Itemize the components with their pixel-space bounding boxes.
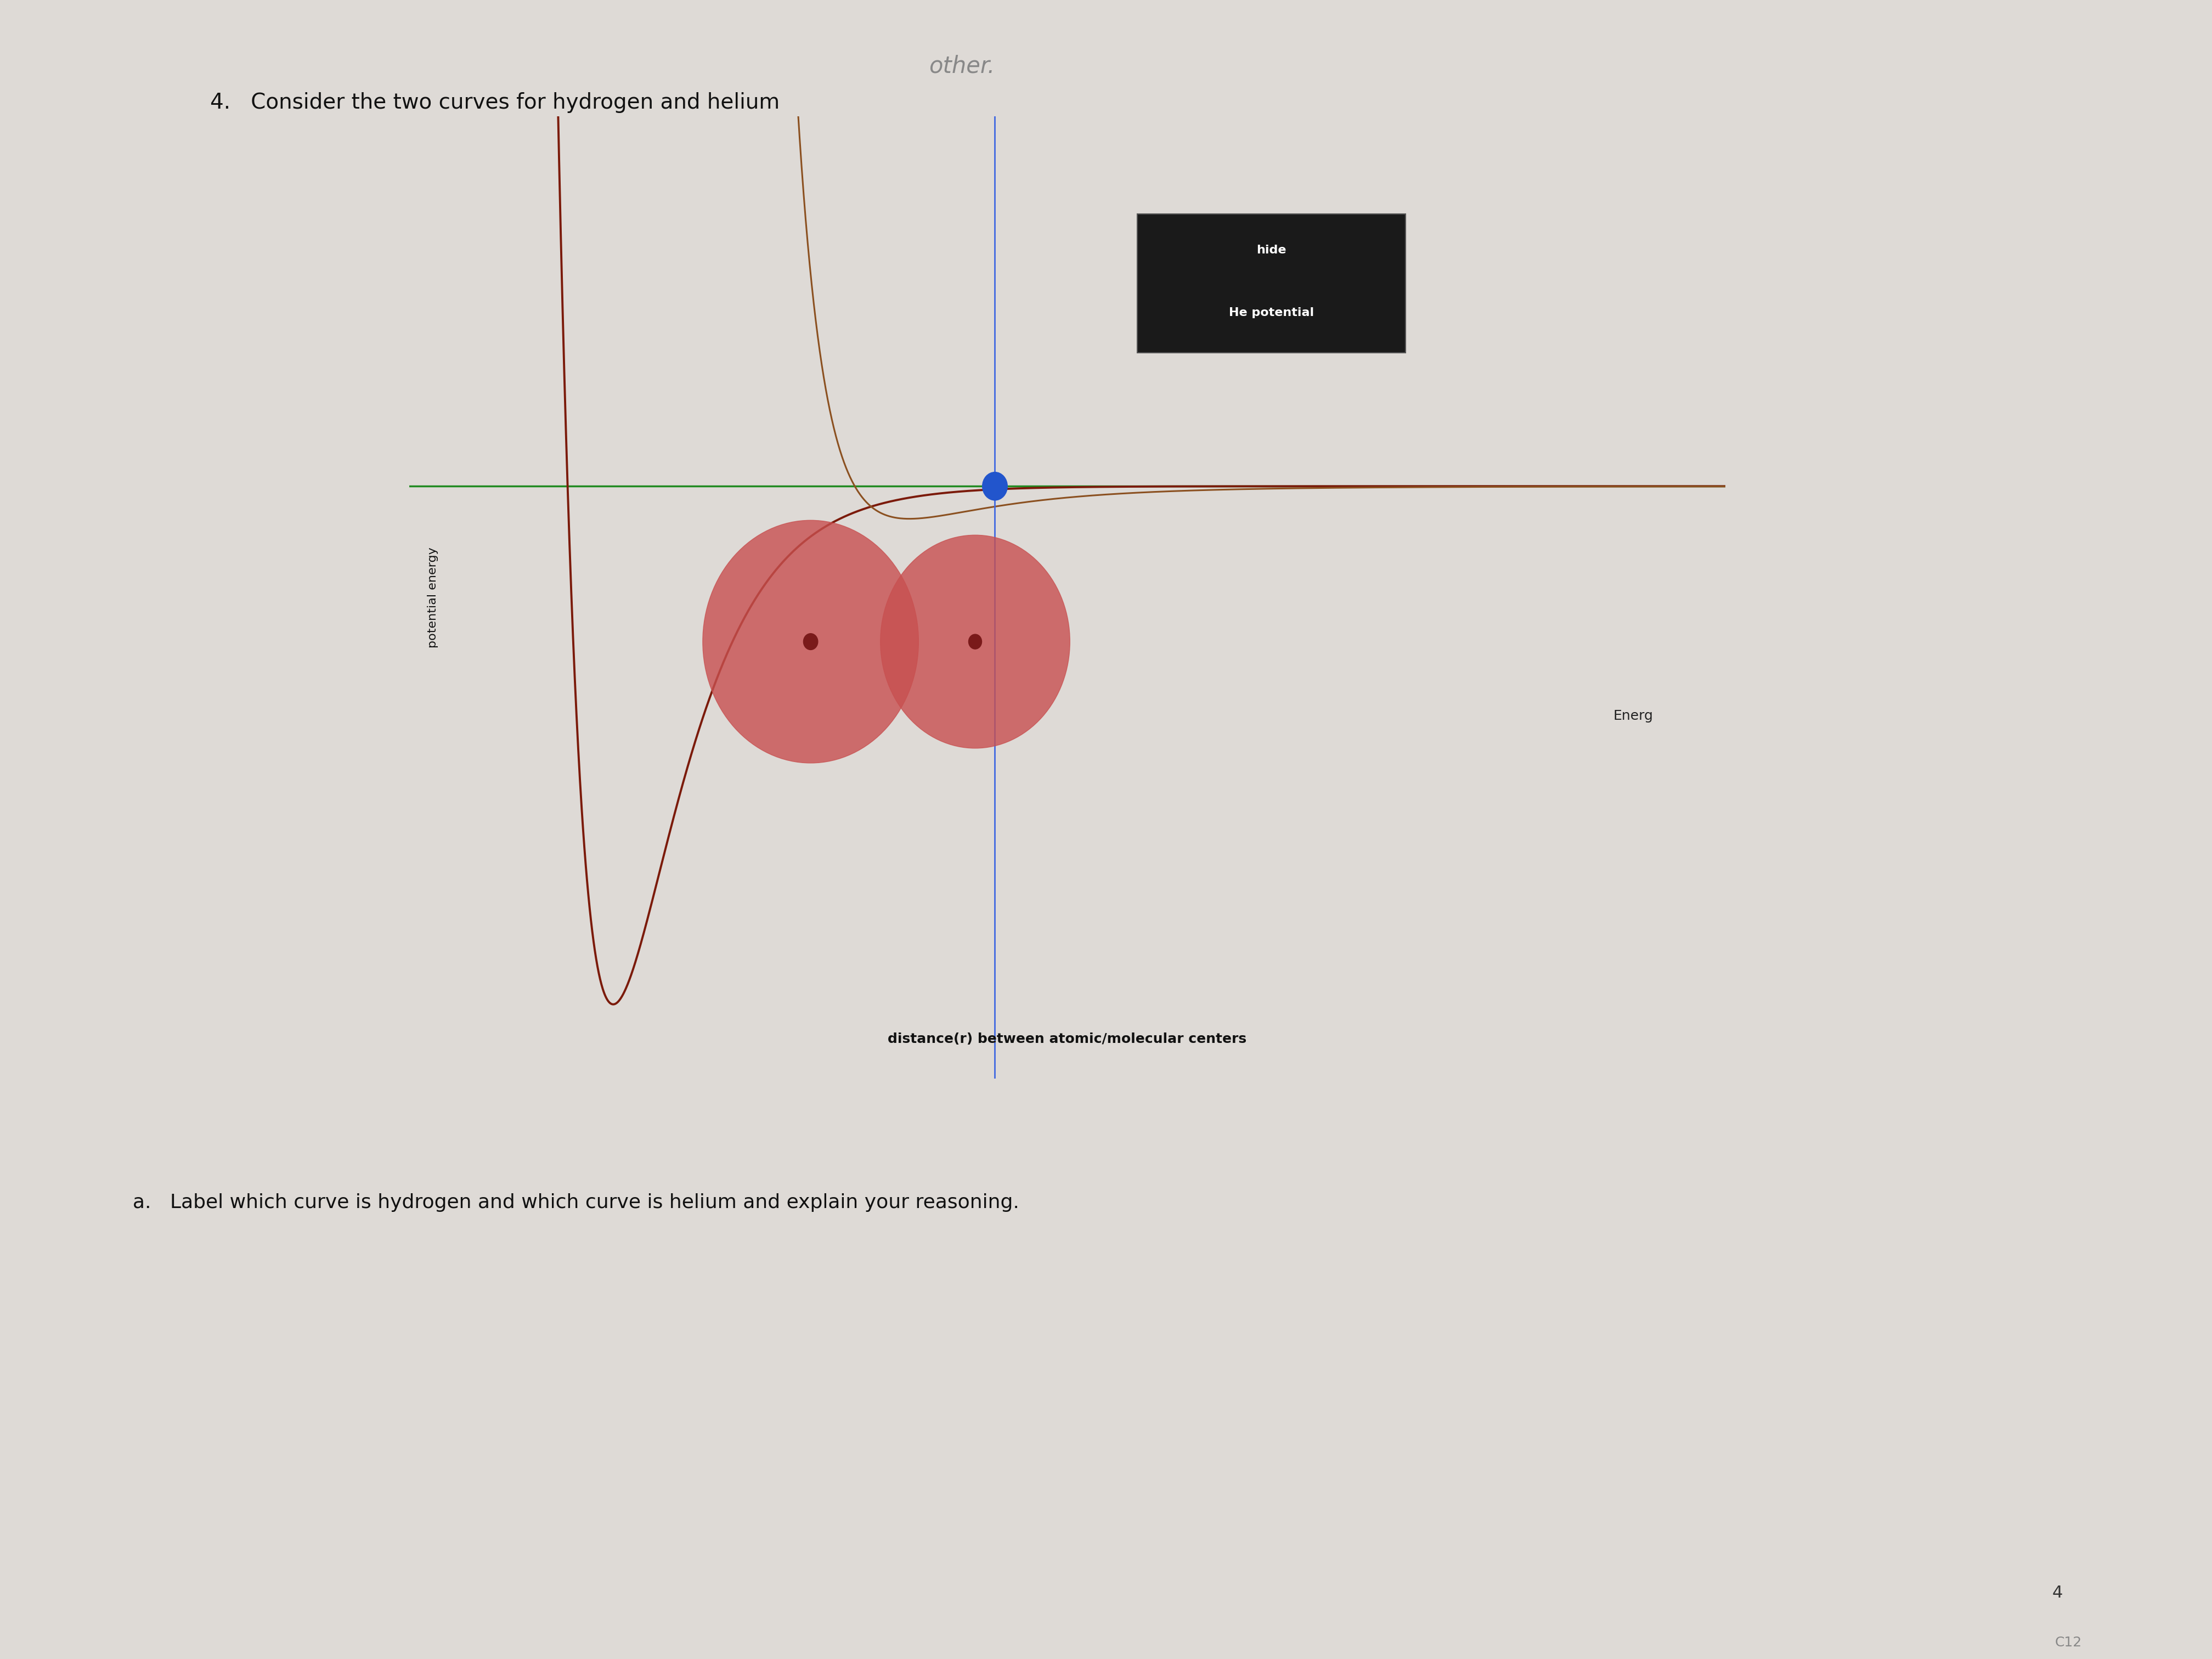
Circle shape: [703, 521, 918, 763]
Circle shape: [982, 473, 1006, 501]
Text: 4: 4: [2053, 1584, 2062, 1601]
Circle shape: [803, 634, 818, 650]
Text: hide: hide: [1256, 244, 1285, 255]
Text: He potential: He potential: [1228, 307, 1314, 319]
Text: a.   Label which curve is hydrogen and which curve is helium and explain your re: a. Label which curve is hydrogen and whi…: [133, 1193, 1020, 1213]
Circle shape: [969, 634, 982, 649]
Text: C12: C12: [2055, 1636, 2081, 1649]
Text: 4.   Consider the two curves for hydrogen and helium: 4. Consider the two curves for hydrogen …: [210, 93, 779, 113]
Text: distance(r) between atomic/molecular centers: distance(r) between atomic/molecular cen…: [887, 1032, 1248, 1045]
Circle shape: [880, 536, 1071, 748]
Text: other.: other.: [929, 55, 995, 78]
Text: potential energy: potential energy: [427, 547, 438, 647]
Text: Energ: Energ: [1613, 708, 1652, 722]
FancyBboxPatch shape: [1137, 214, 1405, 353]
